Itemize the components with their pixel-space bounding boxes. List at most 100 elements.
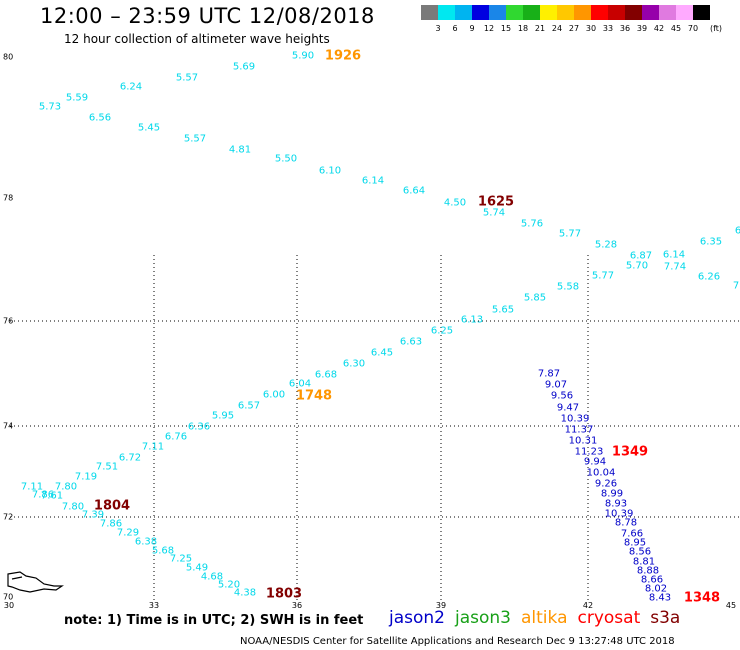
- satellite-cryosat: cryosat: [577, 608, 641, 628]
- lon-label-30: 30: [3, 601, 15, 610]
- coastline-shape: [7, 571, 64, 593]
- time-label-1348: 1348: [683, 590, 721, 606]
- wave-height-value: 5.73: [38, 101, 62, 113]
- legend-swatch: [659, 5, 676, 20]
- legend-label: 24: [551, 24, 563, 33]
- time-label-1804: 1804: [93, 498, 131, 514]
- lon-label-42: 42: [582, 601, 594, 610]
- legend-swatch: [642, 5, 659, 20]
- wave-height-value: 5.74: [482, 207, 506, 219]
- wave-height-value: 8.81: [632, 556, 656, 568]
- wave-height-value: 8.02: [644, 583, 668, 595]
- legend-label: 3: [435, 24, 441, 33]
- wave-height-value: 7.74: [663, 261, 687, 273]
- wave-height-value: 6.36: [187, 421, 211, 433]
- wave-height-value: 5.49: [185, 562, 209, 574]
- wave-height-value: 6.57: [237, 400, 261, 412]
- legend-swatch: [557, 5, 574, 20]
- satellite-altika: altika: [521, 608, 568, 628]
- wave-height-value: 7.86: [99, 518, 123, 530]
- wave-height-value: 6.26: [697, 271, 721, 283]
- wave-height-value: 5.45: [137, 122, 161, 134]
- wave-height-value: 4.81: [228, 144, 252, 156]
- wave-height-value: 7.39: [81, 509, 105, 521]
- lon-label-33: 33: [148, 601, 160, 610]
- wave-height-value: 5.85: [523, 292, 547, 304]
- wave-height-value: 5.65: [491, 304, 515, 316]
- wave-height-value: 10.39: [560, 413, 590, 425]
- legend-label: 9: [469, 24, 475, 33]
- legend-label: 45: [670, 24, 682, 33]
- lat-label-76: 76: [3, 316, 14, 326]
- satellite-s3a: s3a: [650, 608, 681, 628]
- legend-swatch: [438, 5, 455, 20]
- wave-height-value: 9.26: [594, 478, 618, 490]
- wave-height-value: 7.51: [95, 461, 119, 473]
- wave-height-value: 6.72: [118, 452, 142, 464]
- legend-swatch: [506, 5, 523, 20]
- wave-height-value: 7.80: [54, 481, 78, 493]
- wave-height-value: 6.63: [399, 336, 423, 348]
- lat-label-70: 70: [3, 592, 14, 602]
- wave-height-value: 6.38: [134, 536, 158, 548]
- wave-height-value: 8.93: [604, 498, 628, 510]
- wave-height-value: 7.61: [40, 490, 64, 502]
- wave-height-value: 9.94: [583, 456, 607, 468]
- wave-height-value: 6.30: [342, 358, 366, 370]
- wave-height-value: 10.31: [568, 435, 598, 447]
- wave-height-value: 6.25: [430, 325, 454, 337]
- legend-label: 12: [483, 24, 495, 33]
- legend-label: 27: [568, 24, 580, 33]
- wave-height-value: 6.04: [288, 378, 312, 390]
- map-subtitle: 12 hour collection of altimeter wave hei…: [64, 32, 330, 46]
- wave-height-value: 8.56: [628, 546, 652, 558]
- legend-swatch: [608, 5, 625, 20]
- wave-height-value: 5.58: [556, 281, 580, 293]
- wave-height-value: 8.43: [648, 592, 672, 604]
- legend-swatch: [523, 5, 540, 20]
- legend-label: 39: [636, 24, 648, 33]
- legend-swatch: [574, 5, 591, 20]
- wave-height-value: 8.78: [614, 517, 638, 529]
- legend-label: 21: [534, 24, 546, 33]
- wave-height-value: 7.80: [61, 501, 85, 513]
- wave-height-value: 5.70: [625, 260, 649, 272]
- satellite-legend: jason2 jason3 altika cryosat s3a: [389, 608, 680, 628]
- legend-swatch: [455, 5, 472, 20]
- satellite-jason2: jason2: [389, 608, 445, 628]
- wave-height-value: 5.95: [211, 410, 235, 422]
- legend-label: 6: [452, 24, 458, 33]
- map-title: 12:00 – 23:59 UTC 12/08/2018: [40, 4, 375, 28]
- wave-height-value: 5.90: [291, 50, 315, 62]
- legend-swatch: [421, 5, 438, 20]
- wave-height-value: 6.76: [164, 431, 188, 443]
- wave-height-value: 7.66: [620, 528, 644, 540]
- wave-height-value: 10.04: [586, 467, 616, 479]
- legend-swatch: [472, 5, 489, 20]
- legend-swatch: [693, 5, 710, 20]
- wave-height-value: 8.66: [640, 574, 664, 586]
- time-label-1349: 1349: [611, 444, 649, 460]
- wave-height-value: 4.68: [200, 571, 224, 583]
- time-label-1625: 1625: [477, 194, 515, 210]
- wave-height-value: 7.29: [116, 527, 140, 539]
- wave-height-value: 6.56: [88, 112, 112, 124]
- credit-line: NOAA/NESDIS Center for Satellite Applica…: [240, 636, 675, 647]
- legend-label: 18: [517, 24, 529, 33]
- lon-label-45: 45: [725, 601, 737, 610]
- lat-label-74: 74: [3, 421, 14, 431]
- legend-unit: (ft): [710, 24, 723, 33]
- wave-height-value: 6.10: [318, 165, 342, 177]
- wave-height-value: 5.59: [65, 92, 89, 104]
- wave-height-value: 11.23: [574, 446, 604, 458]
- time-label-1748: 1748: [295, 388, 333, 404]
- wave-height-value: 6.14: [662, 249, 686, 261]
- wave-height-value: 8.95: [623, 537, 647, 549]
- wave-height-value: 6.87: [629, 250, 653, 262]
- wave-height-value: 5.77: [558, 228, 582, 240]
- wave-height-value: 5.77: [591, 270, 615, 282]
- wave-height-value: 7.25: [169, 553, 193, 565]
- wave-height-value: 5.28: [594, 239, 618, 251]
- lat-label-80: 80: [3, 52, 14, 62]
- wave-height-value: 4.38: [233, 587, 257, 599]
